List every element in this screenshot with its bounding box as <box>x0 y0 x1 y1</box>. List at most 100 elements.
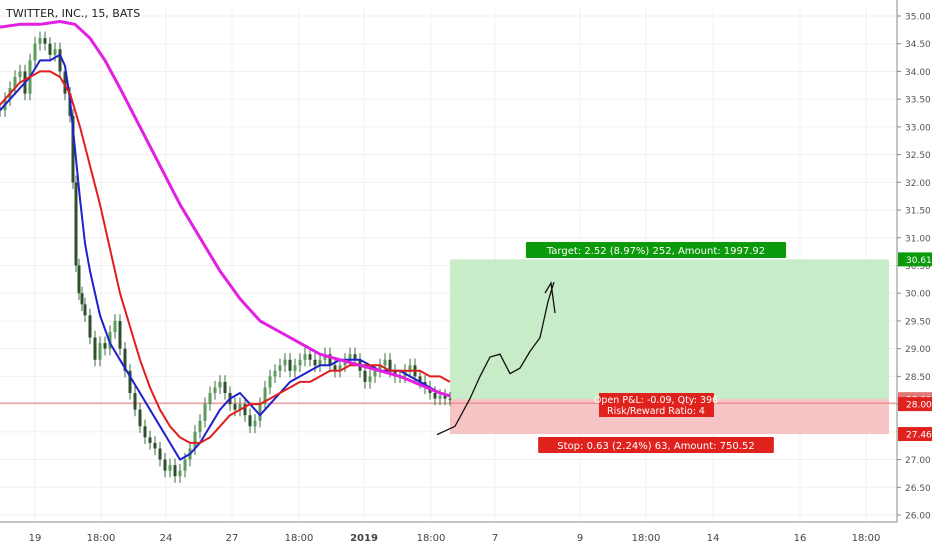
price-tag-label: 30.61 <box>906 256 932 266</box>
candle-body <box>298 359 302 366</box>
candle-body <box>80 293 84 305</box>
y-tick-label: 29.50 <box>905 317 931 327</box>
candle-body <box>213 387 217 394</box>
candle-body <box>173 465 177 477</box>
y-tick-label: 26.00 <box>905 512 931 522</box>
candle-body <box>93 337 97 360</box>
y-axis-panel <box>897 0 932 550</box>
candle-body <box>408 365 412 371</box>
candle-body <box>448 398 452 400</box>
target-label-bg <box>525 242 787 258</box>
x-tick-label: 9 <box>577 533 583 544</box>
pnl-line2: Risk/Reward Ratio: 4 <box>607 406 705 417</box>
candle-body <box>193 431 197 449</box>
candle-body <box>373 370 377 377</box>
stop-label-bg <box>538 437 774 453</box>
candle-body <box>183 459 187 471</box>
candle-body <box>103 343 107 349</box>
y-tick-label: 32.50 <box>905 151 931 161</box>
grid-lines <box>0 8 897 522</box>
candle-body <box>208 393 212 405</box>
candle-body <box>353 354 357 360</box>
candle-body <box>38 38 42 44</box>
candle-body <box>71 115 75 183</box>
candle-body <box>123 348 127 371</box>
candle-body <box>248 415 252 427</box>
y-tick-label: 34.50 <box>905 40 931 50</box>
y-tick-label: 35.00 <box>905 13 931 23</box>
position-labels: Target: 2.52 (8.97%) 252, Amount: 1997.9… <box>525 242 787 453</box>
candle-body <box>77 265 81 294</box>
x-tick-label: 19 <box>29 533 42 544</box>
candle-body <box>83 304 87 316</box>
y-tick-label: 31.50 <box>905 207 931 217</box>
candle-body <box>333 365 337 371</box>
pnl-box-bg <box>599 393 714 417</box>
candle-body <box>13 76 17 89</box>
candle-body <box>328 354 332 366</box>
candle-body <box>363 370 367 382</box>
ma_mid-line <box>0 70 451 444</box>
candle-body <box>308 354 312 360</box>
candle-body <box>443 395 447 399</box>
y-tick-label: 26.50 <box>905 484 931 494</box>
candle-body <box>263 387 267 405</box>
x-tick-label: 16 <box>794 533 807 544</box>
candle-body <box>313 359 317 366</box>
y-tick-label: 33.50 <box>905 96 931 106</box>
y-tick-label: 32.00 <box>905 179 931 189</box>
candle-body <box>388 359 392 371</box>
price-tag-bg <box>898 427 932 442</box>
stop-label-group: Stop: 0.63 (2.24%) 63, Amount: 750.52 <box>538 437 774 453</box>
candle-body <box>203 404 207 421</box>
price-tag-label: 28.00 <box>906 401 932 411</box>
pnl-line1: Open P&L: -0.09, Qty: 396 <box>594 395 718 406</box>
x-tick-label: 24 <box>160 533 173 544</box>
candle-body <box>143 426 147 438</box>
moving-average-lines <box>0 20 556 461</box>
projection-drawing <box>436 281 555 436</box>
y-tick-label: 29.00 <box>905 345 931 355</box>
candle-body <box>383 359 387 366</box>
x-tick-label: 18:00 <box>417 533 446 544</box>
candle-body <box>273 370 277 377</box>
candle-body <box>293 365 297 371</box>
candle-body <box>268 376 272 388</box>
candle-body <box>418 376 422 382</box>
x-tick-label: 27 <box>226 533 239 544</box>
ma_slow-line <box>0 20 451 398</box>
candle-body <box>163 459 167 471</box>
candle-body <box>338 365 342 371</box>
y-tick-label: 27.00 <box>905 456 931 466</box>
x-tick-label: 18:00 <box>285 533 314 544</box>
candle-body <box>128 370 132 394</box>
candle-body <box>98 343 102 360</box>
candle-body <box>178 470 182 477</box>
x-tick-label: 18:00 <box>632 533 661 544</box>
candle-body <box>368 376 372 382</box>
candle-body <box>148 437 152 443</box>
candle-body <box>153 442 157 449</box>
candle-body <box>18 71 22 77</box>
x-tick-label: 7 <box>492 533 498 544</box>
y-tick-label: 31.00 <box>905 234 931 244</box>
stop-label: Stop: 0.63 (2.24%) 63, Amount: 750.52 <box>557 441 754 452</box>
target-zone[interactable] <box>450 259 889 400</box>
price-tag-label: 27.46 <box>906 431 932 441</box>
candle-body <box>58 49 62 72</box>
y-tick-label: 28.50 <box>905 373 931 383</box>
candle-body <box>288 359 292 371</box>
target-label-group: Target: 2.52 (8.97%) 252, Amount: 1997.9… <box>525 242 787 258</box>
candle-body <box>198 420 202 432</box>
candle-body <box>133 393 137 410</box>
candle-body <box>258 404 262 421</box>
candle-body <box>48 43 52 55</box>
candle-body <box>138 409 142 427</box>
candle-body <box>278 365 282 371</box>
candle-body <box>88 315 92 338</box>
candle-body <box>74 182 78 266</box>
candle-body <box>118 320 122 349</box>
